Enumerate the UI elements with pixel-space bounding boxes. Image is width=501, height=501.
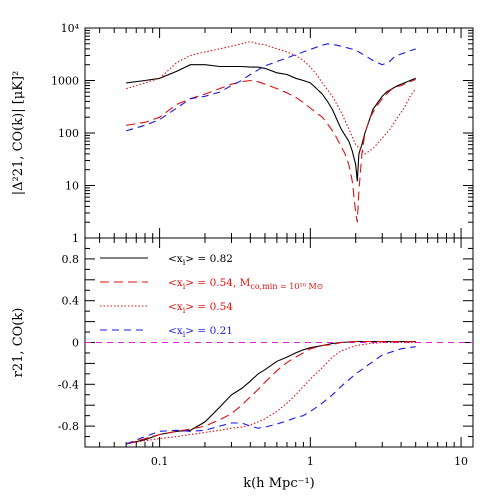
x-tick-label: 10 — [454, 455, 468, 468]
bottom-series-line-0 — [126, 340, 416, 445]
top-y-axis-title: |Δ²21, CO(k)| [μK]² — [11, 71, 26, 195]
top-y-tick-label: 1 — [72, 232, 79, 245]
top-y-tick-label: 10⁴ — [61, 22, 80, 35]
bottom-series-line-3 — [126, 346, 416, 445]
bottom-y-tick-label: -0.4 — [58, 378, 79, 391]
top-y-tick-label: 10 — [65, 180, 79, 193]
legend-label-0: <xi> = 0.82 — [168, 253, 233, 267]
bottom-y-tick-label: 0.8 — [62, 253, 80, 266]
bottom-y-tick-label: -0.8 — [58, 420, 79, 433]
legend-label-3: <xi> = 0.21 — [168, 325, 233, 339]
bottom-panel: -0.8 -0.4 0 0.4 0.8 0.1 1 10 r21, CO(k) k(h Mpc⁻¹… — [11, 237, 474, 491]
top-y-tick-label: 1000 — [51, 75, 79, 88]
top-series-line-1 — [126, 78, 416, 223]
legend: <xi> = 0.82 <xi> = 0.54, Mco,min = 10¹⁰ M… — [100, 253, 323, 339]
bottom-y-tick-label: 0.4 — [62, 295, 80, 308]
top-plot-frame — [84, 27, 474, 239]
top-panel: 10 100 1000 10⁴ 1 |Δ²21, CO(k)| [μK]² — [11, 22, 474, 245]
legend-label-2: <xi> = 0.54 — [168, 301, 233, 315]
bottom-series-line-2 — [126, 341, 416, 445]
bottom-series-line-1 — [126, 340, 416, 445]
x-axis-title: k(h Mpc⁻¹) — [243, 476, 315, 491]
bottom-y-tick-label: 0 — [72, 337, 79, 350]
x-tick-label: 0.1 — [151, 455, 169, 468]
bottom-y-axis-title: r21, CO(k) — [11, 308, 26, 378]
legend-label-1: <xi> = 0.54, Mco,min = 10¹⁰ M⊙ — [168, 277, 323, 291]
top-series-line-0 — [126, 64, 416, 182]
x-tick-label: 1 — [307, 455, 314, 468]
top-series-line-2 — [126, 41, 417, 155]
top-y-tick-label: 100 — [58, 127, 79, 140]
top-series-line-3 — [126, 43, 416, 132]
